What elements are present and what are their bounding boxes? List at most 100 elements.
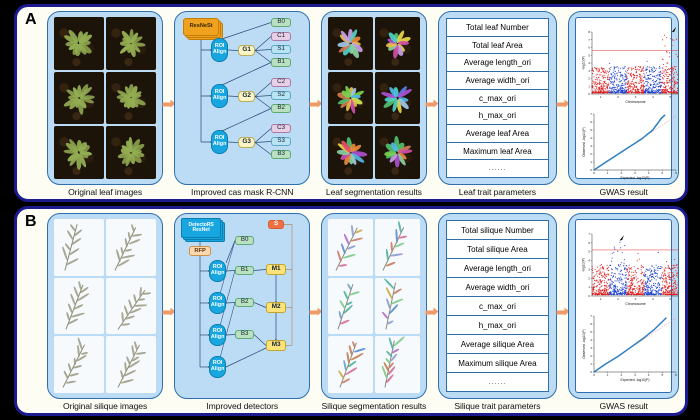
svg-text:4: 4 <box>648 171 650 175</box>
flow-arrow-icon <box>309 99 323 109</box>
svg-text:2: 2 <box>589 276 591 280</box>
classification-node-C3: C3 <box>271 124 292 133</box>
arrow-gap-b4 <box>556 213 570 411</box>
segmented-silique-cell <box>374 336 420 393</box>
svg-text:3: 3 <box>589 267 591 271</box>
plant-pot-cell <box>106 17 157 70</box>
silique-image-cell <box>106 219 157 276</box>
segmented-silique-cell <box>374 219 420 276</box>
flow-arrow-icon <box>556 307 570 317</box>
mask-node-M1: M1 <box>266 264 287 275</box>
gwas-silique-box: 0 1 2 3 4 5 6 7 1 2 3 4 5 -log10(P) Chromosome 0 1 2 3 4 5 6 7… <box>568 213 679 399</box>
silique-image-cell <box>106 277 157 335</box>
stage-caption-silique-segmentation: Silique segmentation results <box>321 401 427 411</box>
svg-text:2: 2 <box>621 373 623 377</box>
arrow-gap-b3 <box>425 213 439 411</box>
svg-text:1: 1 <box>589 285 591 289</box>
arrow-gap-a1 <box>162 11 176 197</box>
trait-row: Average leaf Area <box>446 125 549 143</box>
mask-node-M2: M2 <box>266 302 287 313</box>
bbox-node-B2: B2 <box>271 104 292 113</box>
svg-text:Expected -log10(P): Expected -log10(P) <box>621 176 650 180</box>
arrow-gap-a3 <box>425 11 439 197</box>
flow-arrow-icon <box>309 307 323 317</box>
segmented-silique <box>346 245 356 251</box>
silique-pod <box>124 248 133 252</box>
svg-text:6: 6 <box>591 322 593 326</box>
stage-gwas-result-leaf: 0 1 2 3 4 5 6 7 8 1 2 3 4 5 -log10(P) Chromosome 0 1 2 3 4 5 6… <box>568 11 679 197</box>
silique-pod <box>132 233 143 237</box>
silique-segmentation-box <box>321 213 427 399</box>
svg-text:1: 1 <box>600 95 602 99</box>
svg-text:Observed -log10(P): Observed -log10(P) <box>582 329 586 359</box>
svg-text:-log10(P): -log10(P) <box>582 56 586 70</box>
svg-text:0: 0 <box>589 92 591 96</box>
svg-text:0: 0 <box>591 168 593 172</box>
trait-row: Total silique Number <box>446 221 549 240</box>
trait-row: Average width_ori <box>446 278 549 297</box>
silique-pod <box>73 286 80 298</box>
stage-caption-original-leaf-images: Original leaf images <box>68 187 143 197</box>
segmented-silique-cell <box>328 336 373 393</box>
silique-image-cell <box>54 277 105 335</box>
segmented-silique-cell <box>328 277 373 335</box>
rfp-block: RFP <box>189 246 212 256</box>
stage-original-leaf-images: Original leaf images <box>47 11 164 197</box>
segmented-plant-cell <box>374 126 420 179</box>
silique-image-grid <box>54 219 157 393</box>
segmentation-node-S2: S2 <box>271 91 292 100</box>
network-connectors <box>199 224 293 368</box>
trait-row: Maximum leaf Area <box>446 143 549 161</box>
svg-text:1: 1 <box>607 373 609 377</box>
silique-segmentation-grid <box>328 219 420 393</box>
plant-pot-cell <box>54 126 105 179</box>
svg-text:5: 5 <box>591 128 593 132</box>
segmented-silique <box>353 347 365 353</box>
silique-pod <box>80 351 88 355</box>
trait-row: Average length_ori <box>446 54 549 73</box>
roi-align-block: ROI Align <box>209 324 227 346</box>
svg-text:5: 5 <box>670 297 672 301</box>
svg-text:Observed -log10(P): Observed -log10(P) <box>582 127 586 157</box>
svg-text:Chromosome: Chromosome <box>626 100 646 104</box>
svg-text:5: 5 <box>662 373 664 377</box>
top-node-s: S <box>268 220 285 229</box>
roi-align-block: ROI Align <box>209 260 227 282</box>
svg-text:4: 4 <box>652 95 654 99</box>
silique-trait-table: Total silique Number Total silique Area Av… <box>445 220 550 392</box>
flow-arrow-icon <box>556 99 570 109</box>
flow-arrow-icon <box>162 307 176 317</box>
bbox-node-B1: B1 <box>271 58 292 67</box>
svg-text:5: 5 <box>589 53 591 57</box>
svg-text:0: 0 <box>591 370 593 374</box>
plant-pot-cell <box>54 17 105 70</box>
gwas-leaf-plots: 0 1 2 3 4 5 6 7 8 1 2 3 4 5 -log10(P) Chromosome 0 1 2 3 4 5 6… <box>575 17 679 180</box>
silique-pod <box>72 365 82 370</box>
classification-node-C1: C1 <box>271 32 292 41</box>
panel-a-stages: Original leaf images ResNeSt ROI Align G1 R… <box>47 11 679 197</box>
svg-text:1: 1 <box>591 362 593 366</box>
plant-pot-cell <box>106 126 157 179</box>
svg-text:-log10(P): -log10(P) <box>582 258 586 272</box>
silique-pod <box>123 305 129 316</box>
segmented-silique <box>351 237 364 242</box>
svg-text:2: 2 <box>591 152 593 156</box>
svg-text:6: 6 <box>589 241 591 245</box>
trait-row: c_max_ori <box>446 297 549 316</box>
segmented-silique <box>395 228 398 243</box>
svg-text:6: 6 <box>675 171 677 175</box>
roi-align-block: ROI Align <box>209 292 227 314</box>
roi-align-block: ROI Align <box>211 38 229 62</box>
svg-text:7: 7 <box>591 314 593 318</box>
svg-text:6: 6 <box>591 120 593 124</box>
segmented-silique-cell <box>328 219 373 276</box>
leaf-segmentation-box <box>321 11 427 185</box>
trait-row: Maximum silique Area <box>446 354 549 373</box>
trait-row: ...... <box>488 165 507 173</box>
gwas-leaf-box: 0 1 2 3 4 5 6 7 8 1 2 3 4 5 -log10(P) Chromosome 0 1 2 3 4 5 6… <box>568 11 679 185</box>
trait-row: c_max_ori <box>446 90 549 108</box>
silique-pod <box>130 345 135 358</box>
